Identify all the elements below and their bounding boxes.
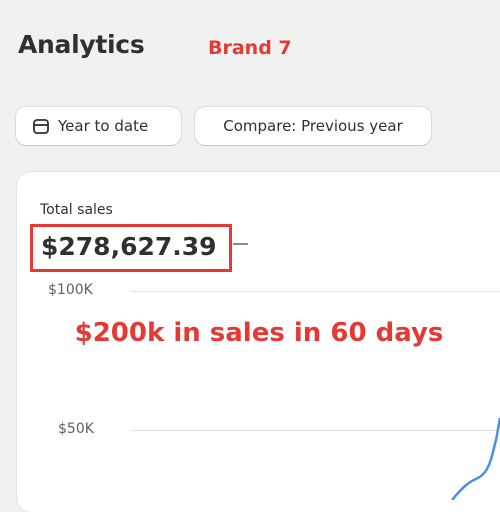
sales-card	[17, 172, 500, 512]
date-range-button[interactable]: Year to date	[16, 107, 181, 145]
compare-label: Compare: Previous year	[223, 117, 403, 135]
date-range-label: Year to date	[58, 117, 149, 135]
sales-line	[451, 417, 500, 500]
axis-label: $100K	[48, 282, 93, 298]
axis-label: $50K	[58, 421, 94, 437]
brand-annotation: Brand 7	[208, 37, 292, 59]
grid-line	[130, 291, 500, 292]
calendar-icon	[33, 119, 49, 134]
compare-button[interactable]: Compare: Previous year	[195, 107, 431, 145]
metric-label: Total sales	[40, 202, 113, 218]
page: Analytics Brand 7 Year to date Compare: …	[16, 30, 500, 512]
metric-dash	[233, 243, 248, 245]
grid-line	[130, 430, 500, 431]
page-title: Analytics	[18, 30, 145, 59]
metric-value: $278,627.39	[30, 224, 232, 272]
sales-annotation: $200k in sales in 60 days	[74, 318, 444, 348]
